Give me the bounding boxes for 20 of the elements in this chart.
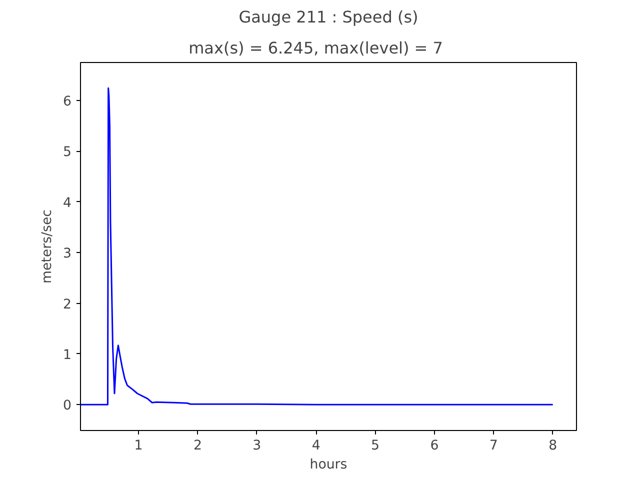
y-tick-label: 5 <box>63 145 72 160</box>
chart-subtitle: max(s) = 6.245, max(level) = 7 <box>188 38 443 58</box>
y-tick-label: 1 <box>63 348 72 363</box>
line-series <box>80 87 554 406</box>
chart-title: Gauge 211 : Speed (s) <box>238 8 418 26</box>
x-tick-label: 6 <box>430 438 439 454</box>
x-tick-label: 7 <box>489 438 498 454</box>
y-tick-label: 2 <box>63 297 72 312</box>
x-tick-label: 2 <box>193 438 202 454</box>
x-axis-title: hours <box>310 458 348 472</box>
y-tick-label: 0 <box>63 398 72 414</box>
y-axis-title: meters/sec <box>40 209 56 284</box>
y-tick-label: 4 <box>63 196 72 211</box>
y-tick-label: 6 <box>63 94 72 110</box>
x-tick-label: 1 <box>134 438 143 454</box>
x-tick-label: 5 <box>371 438 380 454</box>
x-tick-label: 4 <box>312 438 320 454</box>
x-tick-label: 3 <box>252 438 262 454</box>
y-tick-label: 3 <box>63 246 72 262</box>
x-tick-label: 8 <box>548 438 558 454</box>
